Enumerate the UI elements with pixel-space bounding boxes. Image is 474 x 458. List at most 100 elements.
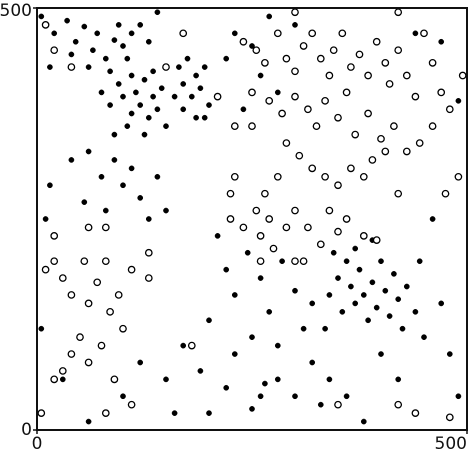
filled-point [154, 173, 161, 180]
filled-point [352, 245, 359, 252]
filled-point [399, 325, 406, 332]
open-point [338, 29, 347, 38]
filled-point [201, 114, 208, 121]
open-point [265, 96, 274, 105]
filled-point [150, 93, 156, 100]
filled-point [158, 85, 165, 92]
filled-point [163, 207, 169, 214]
open-point [67, 291, 76, 299]
filled-point [262, 380, 268, 387]
filled-point [171, 93, 178, 100]
open-point [304, 223, 312, 232]
filled-point [274, 89, 281, 96]
open-point [110, 375, 119, 384]
filled-point [180, 342, 187, 349]
filled-point [193, 72, 199, 79]
filled-point [111, 157, 118, 163]
filled-point [47, 182, 53, 189]
open-point [402, 71, 411, 80]
filled-point [128, 72, 135, 79]
open-point [351, 130, 360, 139]
open-point [256, 257, 265, 266]
open-point [441, 189, 450, 198]
filled-point [343, 393, 350, 400]
filled-point [90, 47, 96, 54]
filled-point [128, 30, 135, 37]
open-point [415, 139, 424, 147]
filled-point [184, 55, 191, 62]
open-point [106, 307, 114, 316]
open-point [127, 265, 136, 274]
open-point [394, 400, 403, 409]
open-point [304, 105, 312, 114]
open-point [261, 189, 269, 198]
filled-point [201, 64, 208, 70]
open-point [41, 21, 50, 29]
filled-point [266, 308, 273, 315]
filled-point [395, 296, 402, 303]
open-point [299, 257, 308, 266]
open-point [67, 63, 76, 71]
filled-point [455, 393, 462, 400]
open-point [381, 147, 390, 156]
open-point [101, 409, 110, 417]
open-point [273, 29, 282, 38]
filled-point [94, 30, 101, 37]
plot-frame [36, 7, 468, 431]
filled-point [266, 13, 273, 20]
open-point [282, 223, 291, 232]
filled-point [446, 351, 453, 357]
filled-point [231, 351, 238, 357]
filled-point [249, 43, 255, 49]
filled-point [59, 376, 66, 383]
open-point [364, 71, 372, 80]
open-point [347, 164, 355, 173]
filled-point [279, 258, 285, 265]
filled-point [292, 287, 298, 294]
filled-point [223, 55, 230, 62]
filled-point [421, 334, 427, 341]
open-point [144, 248, 153, 257]
open-point [321, 172, 329, 181]
filled-point [317, 401, 324, 408]
open-point [291, 67, 299, 76]
filled-point [292, 393, 298, 400]
filled-point [403, 283, 410, 290]
open-point [381, 59, 390, 67]
filled-point [412, 30, 419, 37]
filled-point [386, 313, 393, 319]
filled-point [47, 64, 53, 70]
filled-point [120, 43, 126, 49]
filled-point [330, 249, 337, 256]
filled-point [154, 9, 161, 16]
open-point [282, 54, 291, 63]
open-point [50, 46, 59, 55]
filled-point [81, 199, 88, 205]
open-point [213, 92, 222, 101]
filled-point [72, 38, 79, 45]
filled-point [102, 207, 109, 214]
filled-point [223, 384, 230, 391]
open-point [261, 59, 269, 67]
filled-point [391, 271, 397, 277]
x-tick-label: 500 [435, 434, 467, 454]
open-point [127, 400, 136, 409]
open-point [291, 8, 299, 17]
open-point [377, 134, 385, 143]
open-point [97, 341, 106, 350]
filled-point [128, 110, 135, 117]
open-point [162, 63, 170, 71]
filled-point [193, 114, 199, 121]
open-point [269, 244, 278, 253]
filled-point [382, 287, 389, 294]
filled-point [115, 22, 122, 28]
filled-point [326, 376, 333, 383]
filled-point [395, 376, 402, 383]
filled-point [197, 85, 204, 92]
open-point [226, 215, 235, 223]
open-point [394, 46, 403, 55]
filled-point [98, 89, 105, 96]
filled-point [438, 300, 445, 307]
filled-point [206, 410, 212, 416]
filled-point [322, 325, 328, 332]
